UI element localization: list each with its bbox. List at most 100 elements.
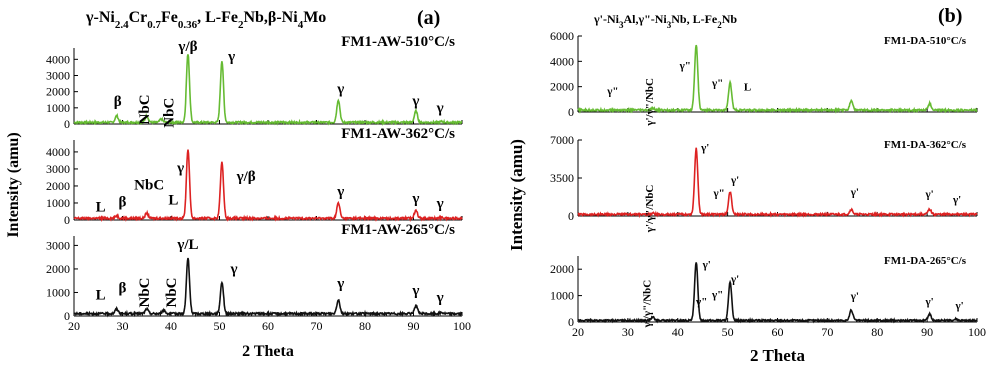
x-tick-label: 20 xyxy=(68,319,80,333)
x-tick-label: 40 xyxy=(165,319,177,333)
y-tick-label: 1000 xyxy=(550,289,574,303)
peak-label: NbC xyxy=(134,177,164,193)
y-tick-label: 0 xyxy=(64,213,70,227)
series-name-label: FM1-AW-265°C/s xyxy=(341,222,455,238)
peak-label: γ xyxy=(436,101,444,117)
header-subscript: 2.4 xyxy=(115,19,129,31)
peak-label: γ xyxy=(436,196,444,212)
x-tick-label: 20 xyxy=(572,325,584,339)
peak-label: γ/L xyxy=(176,237,198,253)
peak-label: γ' xyxy=(730,273,739,285)
header-segment: Nb,β-Ni xyxy=(243,9,298,26)
phase-header: γ'-Ni3Al,γ"-Ni3Nb, L-Fe2Nb xyxy=(593,12,737,30)
x-tick-label: 100 xyxy=(968,325,986,339)
peak-label: γ xyxy=(436,290,444,306)
peak-label: NbC xyxy=(137,94,153,124)
series-3: 0 1000 2000 FM1-DA-265°C/s γ'/γ"/NbC γ" γ' γ" γ'… xyxy=(550,255,978,329)
header-segment: , L-Fe xyxy=(197,9,238,26)
peak-label: β xyxy=(119,280,127,296)
peak-label: γ' xyxy=(700,142,709,154)
peak-label: γ'/γ"/NbC xyxy=(644,185,656,234)
x-tick-label: 60 xyxy=(262,319,274,333)
series-3: 0 1000 2000 3000 FM1-AW-265°C/s L β NbC NbC γ/L γ γ… xyxy=(46,222,463,323)
peak-label: γ xyxy=(227,49,235,65)
y-tick-label: 2000 xyxy=(46,179,70,193)
peak-label: L xyxy=(96,288,106,304)
peak-label: L xyxy=(168,193,178,209)
series-line xyxy=(73,54,463,127)
y-tick-label: 0 xyxy=(64,117,70,131)
series-name-label: FM1-DA-510°C/s xyxy=(884,35,967,47)
y-tick-label: 1000 xyxy=(46,196,70,210)
y-tick-label: 7000 xyxy=(550,133,574,147)
y-tick-label: 0 xyxy=(568,105,574,119)
series-name-label: FM1-AW-510°C/s xyxy=(341,34,455,50)
peak-label: γ" xyxy=(711,78,723,90)
x-tick-label: 70 xyxy=(311,319,323,333)
peak-label: γ" xyxy=(713,187,725,199)
series-line xyxy=(73,149,463,223)
header-subscript: 4 xyxy=(298,19,304,31)
header-segment: Nb, L-Fe xyxy=(671,12,718,26)
peak-label: γ xyxy=(176,160,184,176)
x-tick-label: 100 xyxy=(453,319,471,333)
y-axis-label: Intensity (amu) xyxy=(5,132,22,237)
x-tick-label: 80 xyxy=(359,319,371,333)
panel-tag: (a) xyxy=(417,7,440,29)
series-line xyxy=(577,147,978,219)
peak-label: γ' xyxy=(850,186,859,198)
y-tick-label: 0 xyxy=(568,315,574,329)
peak-label: γ'/γ"/NbC xyxy=(641,280,653,329)
series-name-label: FM1-AW-362°C/s xyxy=(341,126,455,142)
peak-label: γ' xyxy=(954,300,963,312)
chart-panel-a: γ-Ni2.4Cr0.7Fe0.36, L-Fe2Nb,β-Ni4Mo (a) 0 1… xyxy=(5,7,471,360)
peak-label: γ" xyxy=(711,289,723,301)
header-segment: Al,γ"-Ni xyxy=(623,12,667,26)
y-tick-label: 0 xyxy=(64,309,70,323)
y-tick-label: 6000 xyxy=(550,29,574,43)
header-subscript: 2 xyxy=(238,19,244,31)
y-tick-label: 1000 xyxy=(46,101,70,115)
y-tick-label: 2000 xyxy=(550,262,574,276)
x-axis-label: 2 Theta xyxy=(242,343,294,360)
x-tick-label: 40 xyxy=(672,325,684,339)
peak-label: γ xyxy=(411,93,419,109)
series-1: 0 1000 2000 3000 4000 FM1-AW-510°C/s β NbC NbC γ/… xyxy=(46,34,463,131)
peak-label: γ xyxy=(230,262,238,278)
peak-label: γ xyxy=(336,276,344,292)
peak-label: γ" xyxy=(679,60,691,72)
header-segment: Nb xyxy=(722,12,738,26)
series-name-label: FM1-DA-362°C/s xyxy=(884,139,967,151)
header-subscript: 3 xyxy=(619,20,624,30)
peak-label: γ xyxy=(411,283,419,299)
peak-label: γ/β xyxy=(236,169,256,185)
x-tick-label: 90 xyxy=(408,319,420,333)
x-tick-label: 80 xyxy=(871,325,883,339)
header-subscript: 0.7 xyxy=(147,19,161,31)
x-tick-label: 70 xyxy=(821,325,833,339)
peak-label: L xyxy=(744,81,751,93)
y-tick-label: 0 xyxy=(568,209,574,223)
y-axis-label: Intensity (amu) xyxy=(507,139,526,251)
peak-label: NbC xyxy=(161,98,177,128)
series-name-label: FM1-DA-265°C/s xyxy=(884,255,967,267)
peak-label: NbC xyxy=(164,277,180,307)
peak-label: γ" xyxy=(695,296,707,308)
header-subscript: 3 xyxy=(667,20,672,30)
header-segment: γ-Ni xyxy=(85,9,115,26)
peak-label: NbC xyxy=(137,277,153,307)
header-segment: Fe xyxy=(161,9,178,26)
y-tick-label: 2000 xyxy=(46,262,70,276)
peak-label: γ' xyxy=(952,194,961,206)
y-tick-label: 2000 xyxy=(46,85,70,99)
peak-label: γ xyxy=(336,81,344,97)
peak-label: β xyxy=(119,194,127,210)
y-tick-label: 3500 xyxy=(550,171,574,185)
peak-label: γ' xyxy=(702,259,711,271)
series-line xyxy=(577,262,978,324)
y-tick-label: 3000 xyxy=(46,162,70,176)
peak-label: γ xyxy=(336,184,344,200)
header-subscript: 2 xyxy=(717,20,722,30)
peak-label: γ xyxy=(411,191,419,207)
